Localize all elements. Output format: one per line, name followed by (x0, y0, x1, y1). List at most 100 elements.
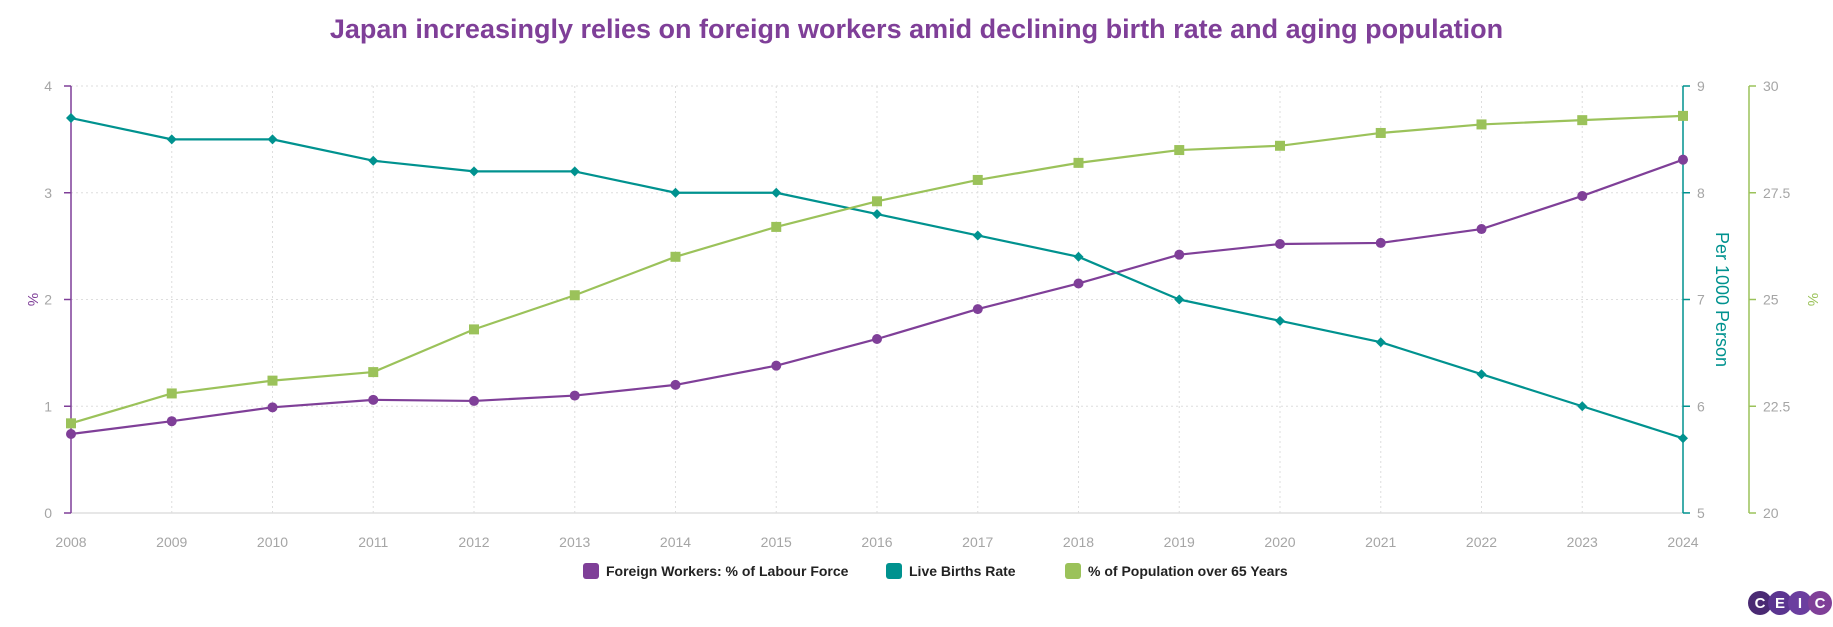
x-tick-label: 2022 (1466, 534, 1497, 550)
data-point (1174, 294, 1185, 305)
x-tick-label: 2024 (1667, 534, 1698, 550)
data-point (1577, 401, 1588, 412)
left-tick-label: 4 (44, 78, 52, 94)
data-point (368, 155, 379, 166)
logo-letter: C (1815, 595, 1826, 612)
logo-circle (1768, 591, 1792, 615)
legend-swatch (886, 563, 902, 579)
data-point (569, 290, 580, 301)
data-point (469, 324, 479, 335)
data-point (166, 388, 177, 399)
data-point (267, 402, 278, 413)
logo-letter: C (1755, 595, 1766, 612)
right2-tick-label: 22.5 (1763, 398, 1790, 414)
data-point (1476, 119, 1487, 130)
data-point (1275, 238, 1285, 249)
data-point (1174, 145, 1185, 156)
data-point (1174, 249, 1185, 260)
chart-title: Japan increasingly relies on foreign wor… (329, 14, 1504, 44)
logo-circle (1788, 591, 1812, 615)
logo-circle (1748, 591, 1772, 615)
right1-tick-label: 7 (1697, 292, 1705, 308)
right2-tick-label: 27.5 (1763, 185, 1790, 201)
data-point (670, 379, 681, 390)
x-tick-label: 2008 (55, 534, 86, 550)
data-point (1678, 154, 1688, 165)
data-point (166, 134, 177, 145)
data-point (267, 375, 278, 386)
data-point (872, 209, 882, 220)
data-point (66, 418, 76, 429)
data-point (569, 390, 580, 401)
x-tick-label: 2020 (1264, 534, 1295, 550)
data-point (872, 196, 882, 207)
data-point (1678, 433, 1688, 444)
data-point (1375, 237, 1386, 248)
right2-tick-label: 20 (1763, 505, 1779, 521)
data-point (1073, 278, 1084, 289)
x-tick-label: 2017 (962, 534, 993, 550)
x-tick-label: 2012 (458, 534, 489, 550)
data-point (670, 187, 681, 198)
x-tick-label: 2021 (1365, 534, 1396, 550)
data-point (1476, 224, 1487, 235)
left-tick-label: 1 (44, 398, 52, 414)
axes: 2008 2009 2010 2011 2012 2013 2014 2015 2016 2017… (24, 78, 1821, 550)
left-tick-label: 0 (44, 505, 52, 521)
data-point (1073, 157, 1084, 168)
x-tick-label: 2010 (257, 534, 288, 550)
left-tick-label: 3 (44, 185, 52, 201)
left-axis-title: % (24, 293, 41, 306)
x-tick-label: 2016 (861, 534, 892, 550)
data-point (771, 221, 782, 232)
data-point (469, 395, 479, 406)
right2-tick-label: 30 (1763, 78, 1779, 94)
data-point (1476, 369, 1487, 380)
legend: Foreign Workers: % of Labour Force Live B… (583, 563, 1288, 579)
right2-tick-label: 25 (1763, 292, 1779, 308)
x-tick-label: 2009 (156, 534, 187, 550)
left-tick-label: 2 (44, 292, 52, 308)
x-tick-label: 2015 (761, 534, 792, 550)
data-point (972, 174, 983, 185)
data-point (1375, 127, 1386, 138)
data-point (368, 367, 379, 378)
data-point (166, 416, 177, 427)
data-point (66, 113, 76, 124)
right2-axis-title: % (1804, 293, 1821, 306)
right1-tick-label: 6 (1697, 398, 1705, 414)
right1-axis-title: Per 1000 Person (1712, 232, 1732, 367)
data-point (1375, 337, 1386, 348)
data-point (569, 166, 580, 177)
x-tick-label: 2011 (358, 534, 388, 550)
data-point (1275, 315, 1285, 326)
right1-tick-label: 8 (1697, 185, 1705, 201)
data-point (670, 251, 681, 262)
x-tick-label: 2014 (660, 534, 691, 550)
data-point (1275, 140, 1285, 151)
data-point (1073, 251, 1084, 262)
logo-circle (1808, 591, 1832, 615)
right1-tick-label: 9 (1697, 78, 1705, 94)
data-point (1577, 115, 1588, 126)
data-point (267, 134, 278, 145)
data-point (972, 230, 983, 241)
data-point (1577, 190, 1588, 201)
x-tick-label: 2019 (1164, 534, 1195, 550)
data-point (368, 394, 379, 405)
x-tick-label: 2023 (1567, 534, 1598, 550)
x-tick-label: 2013 (559, 534, 590, 550)
data-point (469, 166, 479, 177)
logo-letter: E (1775, 595, 1785, 612)
data-point (972, 304, 983, 315)
data-point (771, 360, 782, 371)
logo-letter: I (1798, 595, 1802, 612)
legend-swatch (1065, 563, 1081, 579)
legend-label: Live Births Rate (909, 563, 1016, 579)
data-point (1678, 110, 1688, 121)
series-area (66, 110, 1688, 444)
data-point (66, 429, 76, 440)
legend-swatch (583, 563, 599, 579)
